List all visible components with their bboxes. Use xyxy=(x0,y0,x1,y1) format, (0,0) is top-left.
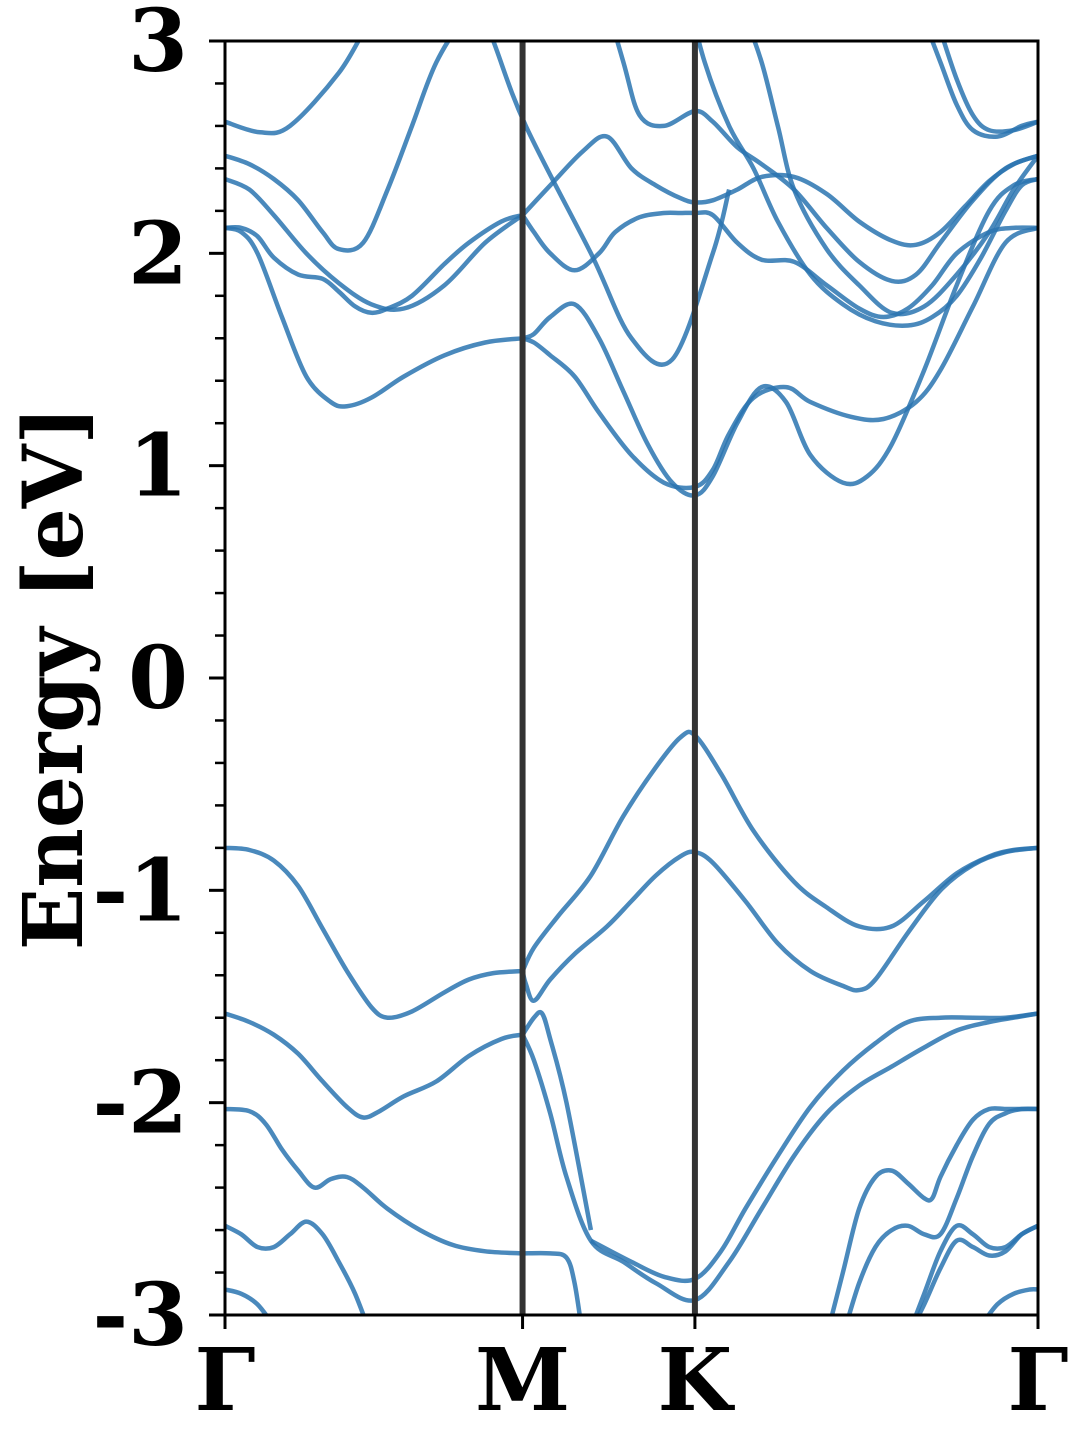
y-tick-label-1: 3 xyxy=(128,0,188,92)
band-line-21 xyxy=(589,1011,1038,1284)
y-tick-label-4: 0 xyxy=(128,628,188,729)
band-line-20 xyxy=(520,1011,1038,1303)
x-tick-label-1: Γ xyxy=(194,1330,255,1431)
high-symmetry-lines xyxy=(519,41,698,1315)
band-line-7 xyxy=(520,133,1038,248)
band-line-1 xyxy=(225,41,732,367)
band-line-23 xyxy=(522,1250,582,1315)
band-line-26 xyxy=(829,1106,1038,1315)
band-line-27 xyxy=(846,1106,1038,1315)
y-tick-label-6: -2 xyxy=(92,1053,188,1154)
band-line-29 xyxy=(916,1223,1038,1315)
band-line-19 xyxy=(520,1009,594,1231)
band-line-11 xyxy=(696,41,1038,328)
y-tick-label-2: 2 xyxy=(128,203,188,304)
band-line-18 xyxy=(225,1011,524,1120)
band-line-17 xyxy=(520,845,1038,1003)
plot-background xyxy=(225,41,1038,1315)
band-line-30 xyxy=(985,1286,1038,1315)
y-tick-label-5: -1 xyxy=(92,840,188,941)
band-line-4 xyxy=(225,212,524,316)
band-line-12 xyxy=(752,41,1038,317)
band-line-15 xyxy=(225,845,523,1021)
band-line-14 xyxy=(941,41,1038,134)
band-line-25 xyxy=(225,1287,269,1315)
y-axis-title: Energy [eV] xyxy=(6,406,102,950)
y-axis-ticks: 3 2 1 0 -1 -2 -3 xyxy=(92,0,225,1366)
band-line-3 xyxy=(225,176,524,313)
x-tick-label-2: M xyxy=(475,1330,570,1431)
band-line-22 xyxy=(225,1106,523,1256)
band-line-5 xyxy=(225,225,523,409)
band-lines xyxy=(225,41,1038,1315)
y-tick-label-3: 1 xyxy=(128,416,188,517)
band-line-24 xyxy=(225,1219,366,1315)
y-tick-label-7: -3 xyxy=(92,1265,188,1366)
band-line-6 xyxy=(520,210,1038,320)
band-line-2 xyxy=(225,41,451,253)
x-tick-label-4: Γ xyxy=(1007,1330,1068,1431)
x-tick-label-3: K xyxy=(658,1330,736,1431)
band-line-10 xyxy=(521,176,1038,498)
